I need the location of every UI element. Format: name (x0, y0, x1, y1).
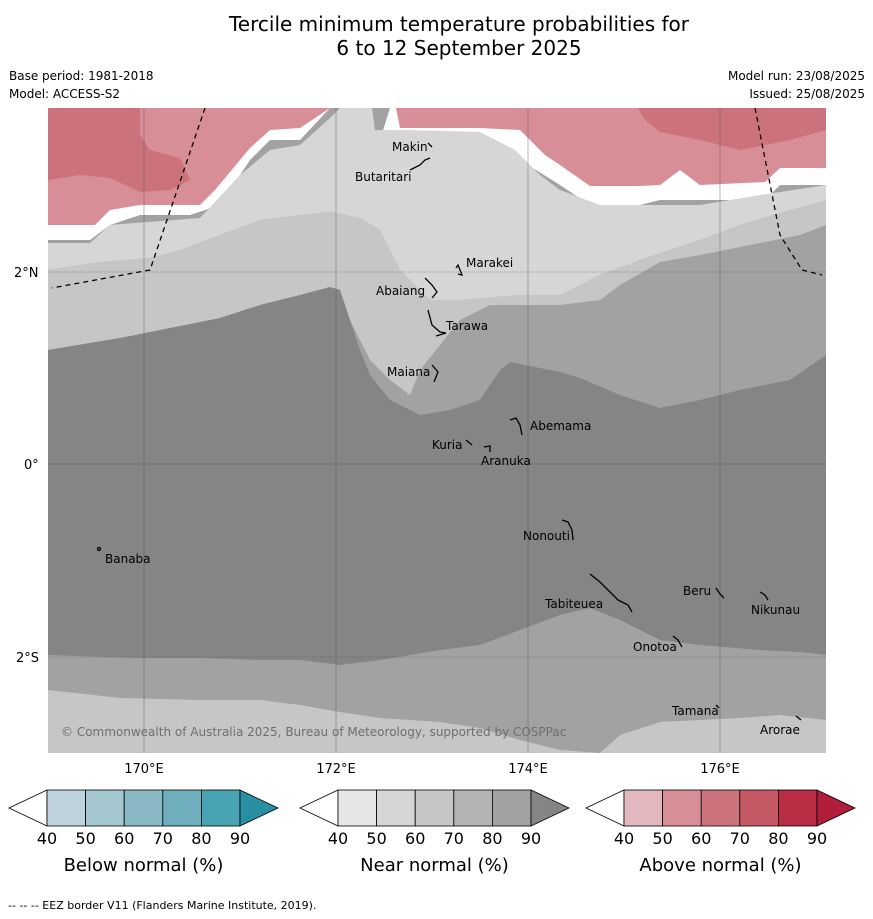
colorbar-segment (739, 789, 779, 827)
colorbar-tick-label: 40 (328, 829, 348, 848)
colorbar-2: 40 50 60 70 80 90 Above normal (%) (585, 789, 856, 876)
label-tamana: Tamana (671, 704, 719, 718)
near-normal-80-band (48, 287, 826, 665)
map-title: Tercile minimum temperature probabilitie… (0, 12, 873, 60)
label-onotoa: Onotoa (633, 640, 677, 654)
model-run: Model run: 23/08/2025 (727, 69, 865, 83)
lon-label-176e: 176°E (700, 762, 740, 777)
colorbar-title: Below normal (%) (64, 855, 224, 876)
colorbar-tick-label: 70 (730, 829, 750, 848)
colorbar-tick-label: 80 (482, 829, 502, 848)
graticule (48, 108, 826, 753)
colorbar-segment (376, 789, 416, 827)
label-marakei: Marakei (466, 256, 513, 270)
colorbar-segment (337, 789, 377, 827)
base-period: Base period: 1981-2018 (9, 69, 154, 83)
colorbar-tick-label: 60 (405, 829, 425, 848)
colorbar-tick-label: 50 (75, 829, 95, 848)
colorbar-title: Near normal (%) (360, 855, 509, 876)
axis-labels: 2°N 0° 2°S 170°E 172°E 174°E 176°E (14, 266, 740, 777)
colorbar-segment (453, 789, 493, 827)
label-abaiang: Abaiang (376, 284, 425, 298)
label-kuria: Kuria (432, 438, 463, 452)
colorbar-tick-label: 80 (768, 829, 788, 848)
colorbar-title: Above normal (%) (639, 855, 801, 876)
model-name: Model: ACCESS-S2 (9, 87, 121, 101)
lon-label-174e: 174°E (508, 762, 548, 777)
title-line-1: Tercile minimum temperature probabilitie… (228, 12, 690, 36)
colorbar-segment (85, 789, 125, 827)
colorbar-low-extend (299, 789, 339, 827)
colorbar-segment (491, 789, 532, 827)
colorbar-segment (623, 789, 663, 827)
place-labels: Makin Butaritari Marakei Abaiang Tarawa … (105, 140, 800, 737)
eez-legend-footer: -- -- -- EEZ border V11 (Flanders Marine… (8, 899, 317, 912)
colorbar-tick-label: 50 (366, 829, 386, 848)
title-line-2: 6 to 12 September 2025 (336, 36, 582, 60)
colorbar-tick-label: 40 (614, 829, 634, 848)
colorbar-tick-label: 60 (691, 829, 711, 848)
near-normal-55-band (48, 200, 826, 395)
colorbar-segment (662, 789, 702, 827)
colorbar-segment (414, 789, 455, 827)
colorbar-low-extend (585, 789, 625, 827)
label-makin: Makin (392, 140, 428, 154)
islands (96, 142, 802, 721)
meta-left: Base period: 1981-2018 Model: ACCESS-S2 (9, 67, 154, 103)
colorbar-segment (123, 789, 164, 827)
colorbar-high-extend (239, 789, 279, 827)
colorbars: 40 50 60 70 80 90 Below normal (%) 40 50 60 70 80 90… (8, 789, 856, 876)
label-nonouti: Nonouti (523, 529, 570, 543)
eez-border (51, 108, 823, 289)
colorbar-high-extend (530, 789, 570, 827)
label-nikunau: Nikunau (751, 603, 800, 617)
meta-right: Model run: 23/08/2025 Issued: 25/08/2025 (728, 67, 865, 103)
near-normal-bottom-band (48, 690, 600, 753)
label-aranuka: Aranuka (481, 454, 531, 468)
colorbar-tick-label: 80 (191, 829, 211, 848)
label-tabiteuea: Tabiteuea (544, 597, 603, 611)
colorbar-tick-label: 50 (652, 829, 672, 848)
lat-label-2n: 2°N (14, 266, 39, 281)
map-area (48, 108, 826, 753)
label-abemama: Abemama (530, 419, 591, 433)
lat-label-2s: 2°S (16, 651, 39, 666)
near-normal-bottom-right (600, 715, 826, 753)
near-normal-50-band (48, 108, 826, 300)
label-tarawa: Tarawa (445, 319, 488, 333)
lat-label-0: 0° (24, 458, 39, 473)
colorbar-tick-label: 70 (444, 829, 464, 848)
label-beru: Beru (683, 584, 711, 598)
colorbar-segment (200, 789, 241, 827)
above-normal-60-top-left (48, 108, 190, 192)
colorbar-segment (778, 789, 818, 827)
above-normal-60-top-right (638, 108, 826, 150)
lon-label-172e: 172°E (316, 762, 356, 777)
label-butaritari: Butaritari (355, 170, 412, 184)
lon-label-170e: 170°E (124, 762, 164, 777)
colorbar-tick-label: 40 (37, 829, 57, 848)
colorbar-tick-label: 70 (153, 829, 173, 848)
colorbar-high-extend (816, 789, 856, 827)
issued-date: Issued: 25/08/2025 (749, 87, 865, 101)
label-banaba: Banaba (105, 552, 151, 566)
colorbar-tick-label: 90 (521, 829, 541, 848)
colorbar-tick-label: 90 (807, 829, 827, 848)
label-arorae: Arorae (760, 723, 800, 737)
colorbar-0: 40 50 60 70 80 90 Below normal (%) (8, 789, 279, 876)
colorbar-segment (700, 789, 741, 827)
colorbar-segment (162, 789, 202, 827)
copyright-text: © Commonwealth of Australia 2025, Bureau… (61, 725, 566, 739)
colorbar-1: 40 50 60 70 80 90 Near normal (%) (299, 789, 570, 876)
colorbar-segment (46, 789, 86, 827)
label-maiana: Maiana (387, 365, 430, 379)
colorbar-tick-label: 60 (114, 829, 134, 848)
colorbar-tick-label: 90 (230, 829, 250, 848)
colorbar-low-extend (8, 789, 48, 827)
